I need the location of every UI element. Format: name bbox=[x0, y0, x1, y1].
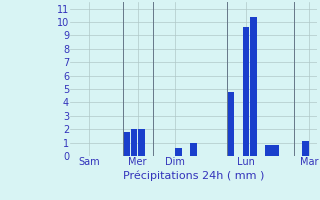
Bar bbox=[131, 129, 137, 156]
Bar bbox=[175, 148, 182, 156]
Bar bbox=[228, 92, 234, 156]
Bar bbox=[272, 145, 279, 156]
Bar bbox=[138, 129, 145, 156]
Bar bbox=[123, 132, 130, 156]
Bar bbox=[250, 17, 257, 156]
Bar bbox=[190, 143, 197, 156]
X-axis label: Précipitations 24h ( mm ): Précipitations 24h ( mm ) bbox=[123, 170, 264, 181]
Bar bbox=[302, 141, 309, 156]
Bar bbox=[243, 27, 249, 156]
Bar bbox=[265, 145, 272, 156]
